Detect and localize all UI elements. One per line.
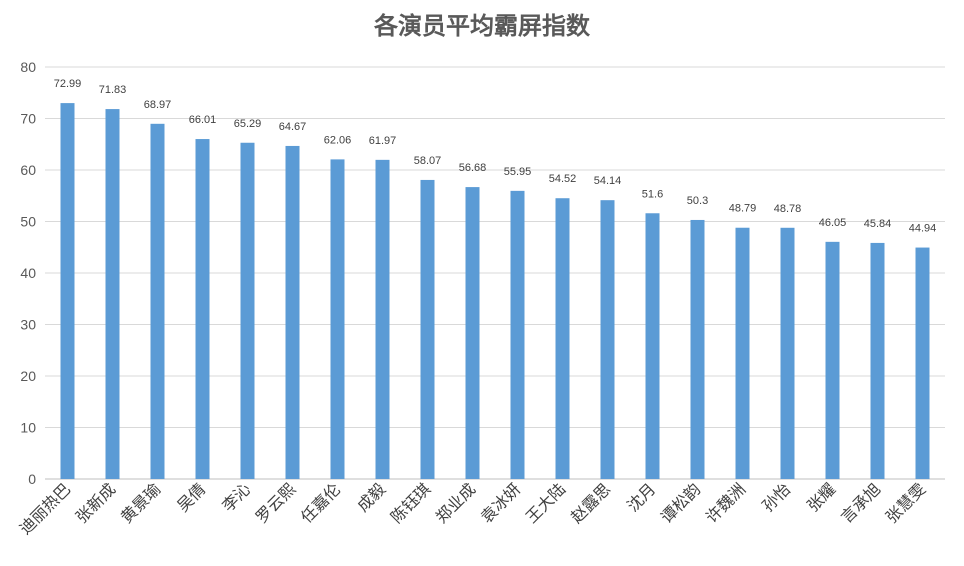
data-labels: 72.99 71.83 68.97 66.01 65.29 64.67 62.06 61.97… xyxy=(54,78,937,234)
data-label: 71.83 xyxy=(99,84,127,96)
y-tick-label: 30 xyxy=(20,317,36,333)
data-label: 44.94 xyxy=(909,223,937,235)
bar xyxy=(555,198,570,480)
y-tick-label: 0 xyxy=(28,471,36,487)
gridlines xyxy=(45,66,945,480)
data-label: 46.05 xyxy=(819,217,847,229)
y-axis-ticks: 0 10 20 30 40 50 60 70 80 xyxy=(20,59,36,487)
x-category-label: 张耀 xyxy=(803,479,839,515)
x-category-label: 黄景瑜 xyxy=(117,479,164,526)
data-label: 55.95 xyxy=(504,166,532,178)
data-label: 54.14 xyxy=(594,175,622,187)
data-label: 64.67 xyxy=(279,121,307,133)
y-tick-label: 80 xyxy=(20,59,36,75)
bar xyxy=(600,200,615,479)
data-label: 51.6 xyxy=(642,188,663,200)
data-label: 45.84 xyxy=(864,218,892,230)
bar xyxy=(195,139,210,479)
data-label: 72.99 xyxy=(54,78,82,90)
bar xyxy=(240,142,255,479)
bar xyxy=(645,213,660,479)
chart-title: 各演员平均霸屏指数 xyxy=(374,11,590,40)
x-category-label: 言承旭 xyxy=(837,479,884,526)
x-category-label: 成毅 xyxy=(353,479,389,515)
data-label: 50.3 xyxy=(687,195,708,207)
x-category-label: 谭松韵 xyxy=(657,479,704,526)
y-tick-label: 10 xyxy=(20,420,36,436)
x-category-label: 郑业成 xyxy=(432,479,479,526)
bar xyxy=(330,159,345,480)
bar xyxy=(735,227,750,479)
x-category-label: 李沁 xyxy=(218,479,254,515)
bars xyxy=(60,103,930,480)
y-tick-label: 50 xyxy=(20,214,36,230)
x-category-label: 袁冰妍 xyxy=(477,479,524,526)
y-tick-label: 40 xyxy=(20,265,36,281)
data-label: 48.78 xyxy=(774,203,802,215)
bar xyxy=(780,227,795,479)
x-category-label: 迪丽热巴 xyxy=(16,479,75,538)
data-label: 56.68 xyxy=(459,162,487,174)
x-category-label: 吴倩 xyxy=(173,479,209,515)
y-tick-label: 20 xyxy=(20,368,36,384)
data-label: 65.29 xyxy=(234,118,262,130)
bar xyxy=(870,242,885,479)
x-category-label: 王大陆 xyxy=(522,479,569,526)
data-label: 66.01 xyxy=(189,114,217,126)
x-category-label: 许魏洲 xyxy=(702,479,749,526)
bar xyxy=(690,219,705,479)
data-label: 68.97 xyxy=(144,99,172,111)
bar xyxy=(375,159,390,480)
bar xyxy=(825,241,840,479)
bar xyxy=(150,123,165,479)
x-category-label: 张新成 xyxy=(72,479,119,526)
y-tick-label: 70 xyxy=(20,111,36,127)
bar xyxy=(60,103,75,479)
data-label: 61.97 xyxy=(369,135,397,147)
bar xyxy=(105,109,120,479)
data-label: 48.79 xyxy=(729,203,757,215)
x-category-label: 罗云熙 xyxy=(252,479,299,526)
bar xyxy=(465,187,480,479)
x-category-label: 赵露思 xyxy=(567,479,614,526)
y-tick-label: 60 xyxy=(20,162,36,178)
x-category-label: 任嘉伦 xyxy=(297,479,344,526)
data-label: 54.52 xyxy=(549,173,577,185)
x-category-label: 陈钰琪 xyxy=(387,479,434,526)
bar xyxy=(510,190,525,480)
bar xyxy=(420,179,435,479)
bar xyxy=(915,247,930,479)
data-label: 58.07 xyxy=(414,155,442,167)
data-label: 62.06 xyxy=(324,134,352,146)
bar xyxy=(285,145,300,479)
x-category-label: 孙怡 xyxy=(758,479,794,515)
x-category-label: 沈月 xyxy=(623,479,659,515)
x-category-label: 张慧雯 xyxy=(882,479,929,526)
